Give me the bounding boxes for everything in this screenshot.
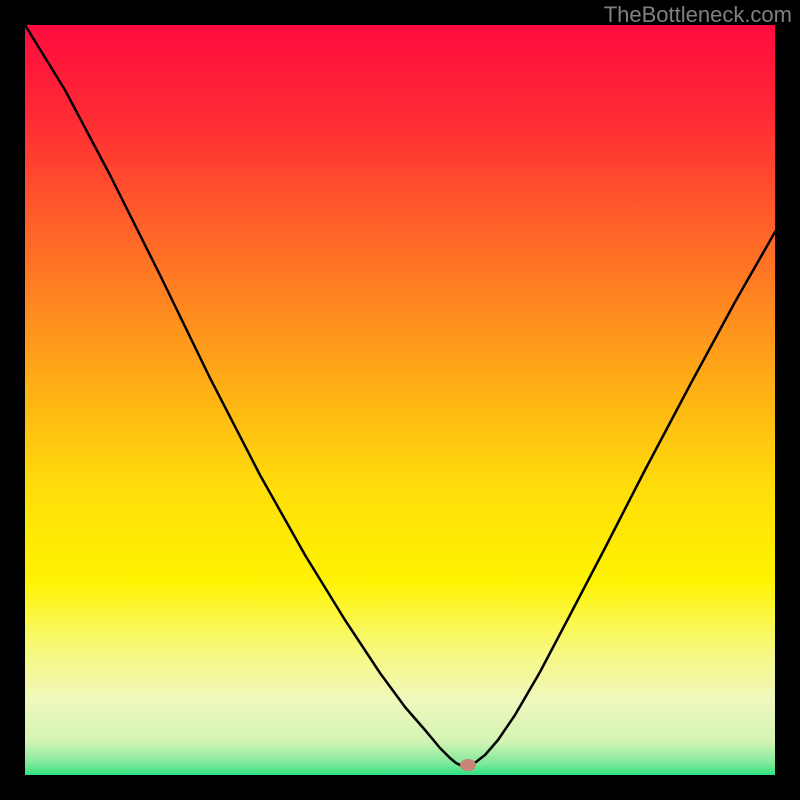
chart-container: { "watermark": { "text": "TheBottleneck.… xyxy=(0,0,800,800)
watermark-text: TheBottleneck.com xyxy=(604,2,792,28)
bottleneck-chart xyxy=(0,0,800,800)
optimal-marker xyxy=(460,759,476,771)
plot-background xyxy=(25,25,775,775)
